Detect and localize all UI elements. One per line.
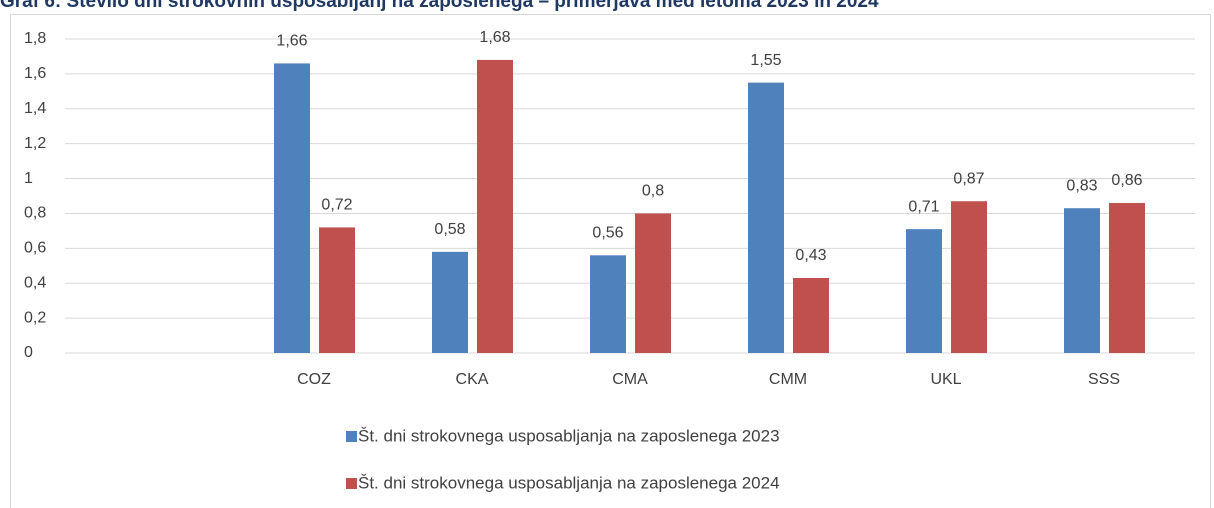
y-tick-label: 1,8 bbox=[24, 30, 46, 47]
bar bbox=[1064, 208, 1100, 353]
data-label: 0,87 bbox=[953, 170, 984, 187]
data-label: 0,43 bbox=[795, 247, 826, 264]
y-tick-label: 0,2 bbox=[24, 309, 46, 326]
bar bbox=[477, 59, 513, 353]
y-tick-label: 1 bbox=[24, 170, 33, 187]
bar bbox=[432, 251, 468, 353]
data-label: 1,66 bbox=[276, 33, 307, 50]
bar bbox=[793, 277, 829, 353]
data-label: 1,55 bbox=[750, 52, 781, 69]
data-label: 0,72 bbox=[321, 197, 352, 214]
y-tick-label: 0,4 bbox=[24, 274, 46, 291]
data-label: 1,68 bbox=[479, 29, 510, 46]
bar bbox=[1109, 202, 1145, 353]
data-label: 0,58 bbox=[434, 221, 465, 238]
bar bbox=[748, 82, 784, 353]
y-tick-label: 0,6 bbox=[24, 240, 46, 257]
chart-title: Graf 6: Število dni strokovnih usposablj… bbox=[0, 0, 879, 12]
data-label: 0,83 bbox=[1066, 177, 1097, 194]
data-label: 0,56 bbox=[592, 225, 623, 242]
legend-swatch bbox=[346, 431, 357, 442]
bar bbox=[951, 201, 987, 353]
legend-swatch bbox=[346, 478, 357, 489]
y-tick-label: 1,2 bbox=[24, 135, 46, 152]
x-tick-label: CKA bbox=[456, 371, 489, 388]
y-tick-label: 0 bbox=[24, 344, 33, 361]
x-tick-label: CMA bbox=[612, 371, 648, 388]
x-tick-label: COZ bbox=[297, 371, 331, 388]
y-tick-label: 1,4 bbox=[24, 100, 46, 117]
legend-label: Št. dni strokovnega usposabljanja na zap… bbox=[358, 426, 780, 445]
x-tick-label: SSS bbox=[1088, 371, 1120, 388]
data-label: 0,71 bbox=[908, 198, 939, 215]
bar bbox=[635, 213, 671, 353]
x-tick-label: UKL bbox=[930, 371, 961, 388]
data-label: 0,86 bbox=[1111, 172, 1142, 189]
bar bbox=[906, 229, 942, 353]
y-tick-label: 1,6 bbox=[24, 65, 46, 82]
y-tick-label: 0,8 bbox=[24, 205, 46, 222]
x-tick-label: CMM bbox=[769, 371, 807, 388]
legend-label: Št. dni strokovnega usposabljanja na zap… bbox=[358, 473, 780, 492]
data-label: 0,8 bbox=[642, 183, 664, 200]
bar bbox=[319, 227, 355, 353]
bar bbox=[274, 63, 310, 354]
bar bbox=[590, 255, 626, 353]
